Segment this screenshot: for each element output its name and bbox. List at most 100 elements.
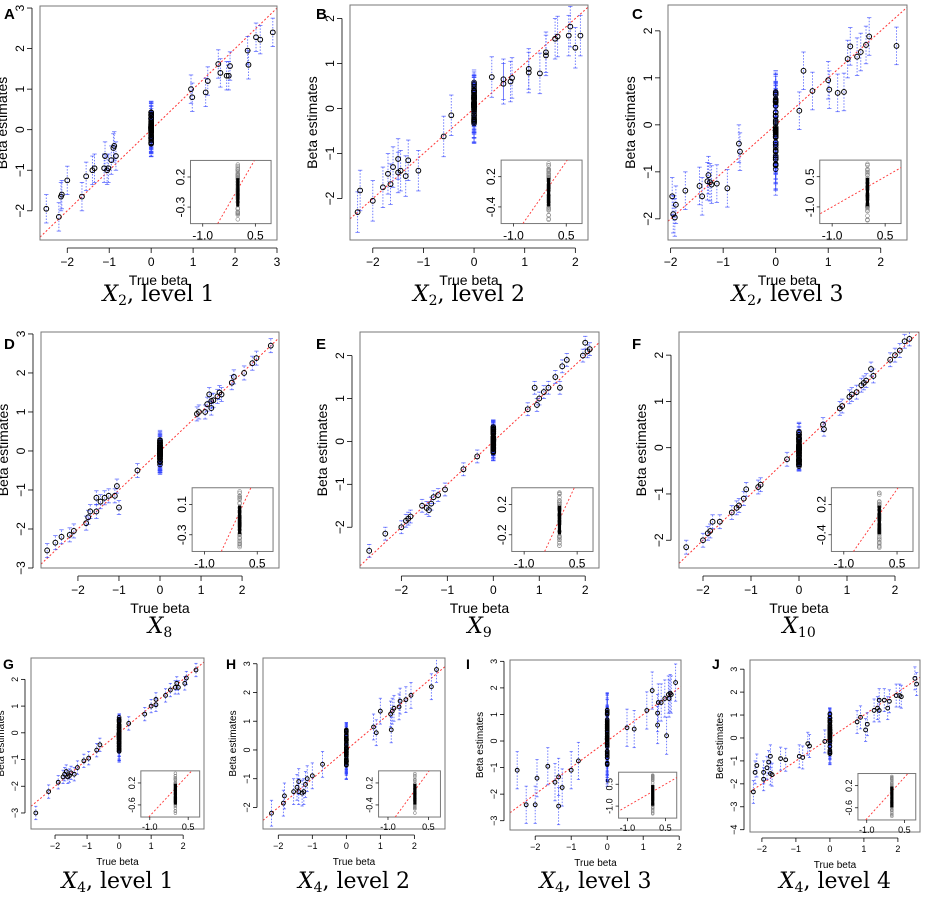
- data-point: [111, 143, 118, 149]
- data-point: [559, 363, 566, 370]
- y-tick-label: 2: [489, 685, 499, 690]
- data-point: [572, 44, 579, 51]
- data-point: [709, 518, 716, 525]
- zero-beta-point: [148, 125, 154, 131]
- x-tick-label: 2: [582, 583, 589, 597]
- ci-error-bar: [894, 26, 899, 66]
- ci-error-bar: [441, 115, 446, 158]
- caption-variable: X: [467, 614, 483, 639]
- ci-error-bar: [902, 333, 907, 349]
- zero-beta-point: [772, 152, 779, 159]
- inset-point: [237, 489, 242, 494]
- ci-error-bar: [114, 478, 120, 494]
- data-point: [624, 725, 630, 731]
- data-point: [858, 714, 863, 720]
- ci-error-bar: [557, 787, 561, 826]
- y-tick-label: 1: [323, 60, 337, 67]
- ci-error-bar: [897, 343, 902, 358]
- ci-error-bar: [79, 182, 85, 212]
- data-point: [474, 453, 481, 460]
- inset-point: [890, 776, 894, 781]
- ci-error-bar: [501, 58, 506, 100]
- ci-error-bar: [94, 504, 99, 519]
- data-point: [682, 187, 689, 194]
- ci-error-bar: [673, 185, 679, 224]
- zero-beta-cluster: [490, 419, 497, 462]
- ci-error-bar: [390, 697, 394, 725]
- data-point: [301, 789, 307, 795]
- data-point: [668, 692, 674, 697]
- inset-y-tick-label: 0.2: [484, 168, 498, 185]
- inset-y-tick-label: 0.2: [844, 779, 854, 792]
- caption-variable: X: [778, 869, 795, 894]
- zero-beta-point: [772, 109, 779, 116]
- data-point: [906, 336, 913, 342]
- zero-beta-cluster: [796, 421, 802, 472]
- zero-beta-point: [344, 757, 349, 763]
- data-point: [822, 739, 828, 744]
- inset-point: [237, 490, 242, 496]
- data-point: [369, 197, 376, 204]
- ci-error-bar: [398, 150, 403, 192]
- data-point: [245, 61, 252, 68]
- inset-x-tick-label: 0.5: [569, 556, 586, 570]
- data-point: [848, 391, 855, 398]
- zoom-inset: -1.0 0.5 0.5 -1.0: [803, 159, 902, 243]
- x-tick-label: −2: [60, 255, 74, 269]
- ci-error-bar: [898, 683, 902, 708]
- data-point: [55, 213, 62, 220]
- caption-variable: X: [782, 614, 798, 639]
- data-point: [405, 157, 412, 164]
- data-point: [58, 191, 65, 198]
- data-point: [662, 696, 668, 701]
- ci-error-bar: [569, 751, 573, 790]
- identity-line: [668, 6, 907, 222]
- zero-beta-point: [796, 430, 802, 436]
- zoom-inset: -1.0 0.5 0.2 -0.6: [127, 770, 201, 832]
- y-tick-label: 1: [13, 85, 27, 92]
- data-point: [320, 761, 325, 767]
- ci-error-bar: [380, 166, 386, 208]
- zero-beta-point: [604, 722, 610, 728]
- ci-error-bar: [656, 706, 660, 745]
- data-point: [111, 492, 118, 499]
- zero-beta-point: [796, 441, 802, 448]
- ci-error-bar: [546, 747, 550, 786]
- inset-point: [651, 809, 655, 813]
- data-point: [708, 181, 715, 188]
- x-tick-label: 0: [490, 583, 497, 597]
- zero-beta-point: [344, 752, 349, 757]
- data-point: [866, 33, 873, 40]
- ci-error-bar: [83, 161, 89, 191]
- zero-beta-point: [157, 461, 163, 468]
- zero-beta-point: [471, 95, 477, 102]
- y-tick-label: −2: [489, 789, 499, 799]
- y-tick-label: 2: [641, 27, 655, 34]
- zero-beta-point: [604, 744, 610, 750]
- inset-x-tick-label: 0.5: [182, 822, 195, 832]
- data-point: [227, 63, 233, 69]
- zero-beta-cluster: [827, 707, 833, 766]
- zoom-inset: -1.0 0.5 0.2 -0.3: [173, 159, 272, 243]
- data-point: [55, 779, 61, 785]
- y-tick-label: 0: [333, 438, 347, 445]
- ci-error-bar: [907, 332, 912, 347]
- inset-point: [173, 811, 178, 815]
- inset-point: [877, 539, 882, 545]
- plot-frame: [349, 4, 589, 241]
- inset-point: [890, 813, 894, 817]
- inset-point: [413, 773, 417, 778]
- data-point: [58, 533, 65, 540]
- panel-caption: X2, level 2: [413, 282, 525, 309]
- data-point: [126, 721, 132, 726]
- y-tick-label: −2: [652, 533, 666, 547]
- zero-beta-point: [157, 456, 163, 462]
- ci-error-bar: [855, 710, 859, 734]
- data-point: [740, 495, 747, 502]
- data-point: [52, 539, 59, 546]
- ci-error-bar: [806, 731, 810, 756]
- x-tick-label: 1: [861, 844, 866, 854]
- caption-subscript: 4: [555, 880, 565, 896]
- inset-x-tick-label: -1.0: [859, 825, 875, 835]
- x-axis-title: True beta: [96, 857, 139, 868]
